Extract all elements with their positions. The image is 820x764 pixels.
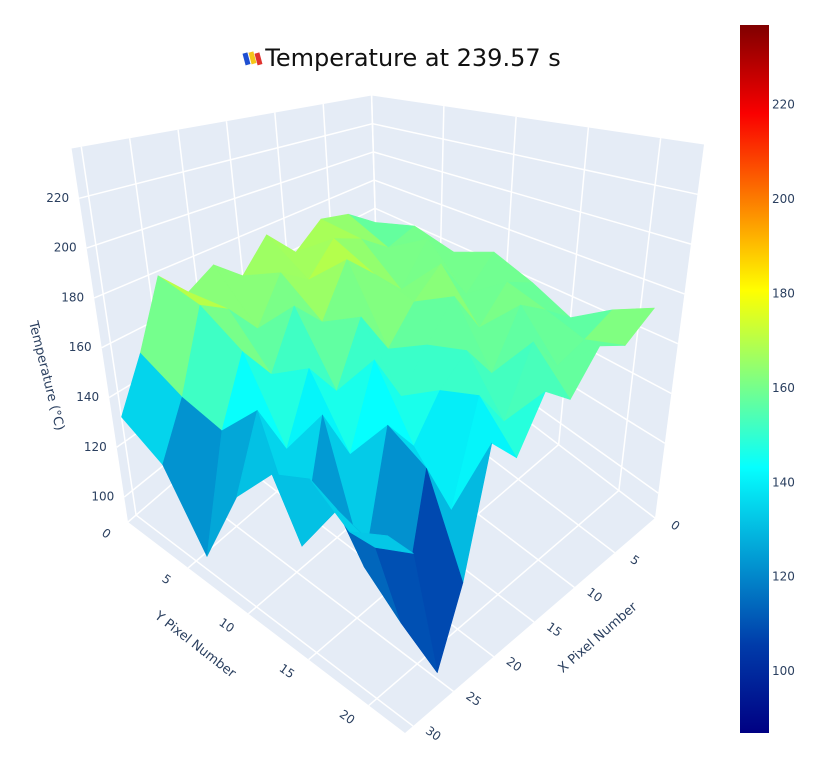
y-tick-label: 5	[159, 572, 173, 588]
y-tick-label: 20	[337, 707, 358, 727]
grid-line	[78, 122, 373, 200]
z-tick-label: 100	[91, 490, 114, 504]
grid-line	[93, 179, 375, 299]
grid-line	[373, 151, 692, 245]
surface-patch	[349, 531, 414, 554]
scene	[71, 95, 704, 733]
z-tick-label: 220	[46, 191, 69, 205]
colorbar-tick-label: 200	[772, 192, 795, 206]
x-tick-label: 25	[463, 689, 484, 709]
z-tick-label: 120	[84, 440, 107, 454]
grid-line	[372, 122, 698, 196]
x-tick-label: 30	[423, 724, 444, 744]
z-tick-label: 180	[61, 290, 84, 304]
grid-line	[373, 179, 685, 295]
x-tick-label: 0	[668, 518, 682, 534]
colorbar-tick-label: 100	[772, 664, 795, 678]
x-tick-label: 10	[584, 585, 605, 605]
z-axis-title: Temperature (°C)	[25, 319, 67, 432]
colorbar-tick-label: 220	[772, 98, 795, 112]
x-tick-label: 20	[504, 654, 525, 674]
x-tick-label: 15	[544, 620, 565, 640]
z-tick-label: 200	[54, 241, 77, 255]
grid-line	[80, 146, 137, 516]
chart-title: Temperature at 239.57 s	[264, 44, 561, 72]
colorbar-tick-label: 160	[772, 381, 795, 395]
colorbar	[740, 25, 769, 733]
x-tick-label: 5	[628, 552, 642, 568]
colorbar-tick-label: 120	[772, 570, 795, 584]
title-icon	[242, 51, 263, 66]
grid-line	[368, 489, 620, 707]
y-tick-label: 15	[277, 661, 298, 681]
colorbar-tick-label: 140	[772, 475, 795, 489]
x-axis-title: X Pixel Number	[556, 599, 641, 676]
y-tick-label: 0	[99, 526, 113, 542]
grid-line	[86, 151, 374, 249]
y-tick-label: 10	[216, 615, 237, 635]
z-tick-label: 140	[76, 390, 99, 404]
colorbar-tick-label: 180	[772, 287, 795, 301]
z-tick-label: 160	[69, 340, 92, 354]
grid-line	[135, 514, 414, 727]
